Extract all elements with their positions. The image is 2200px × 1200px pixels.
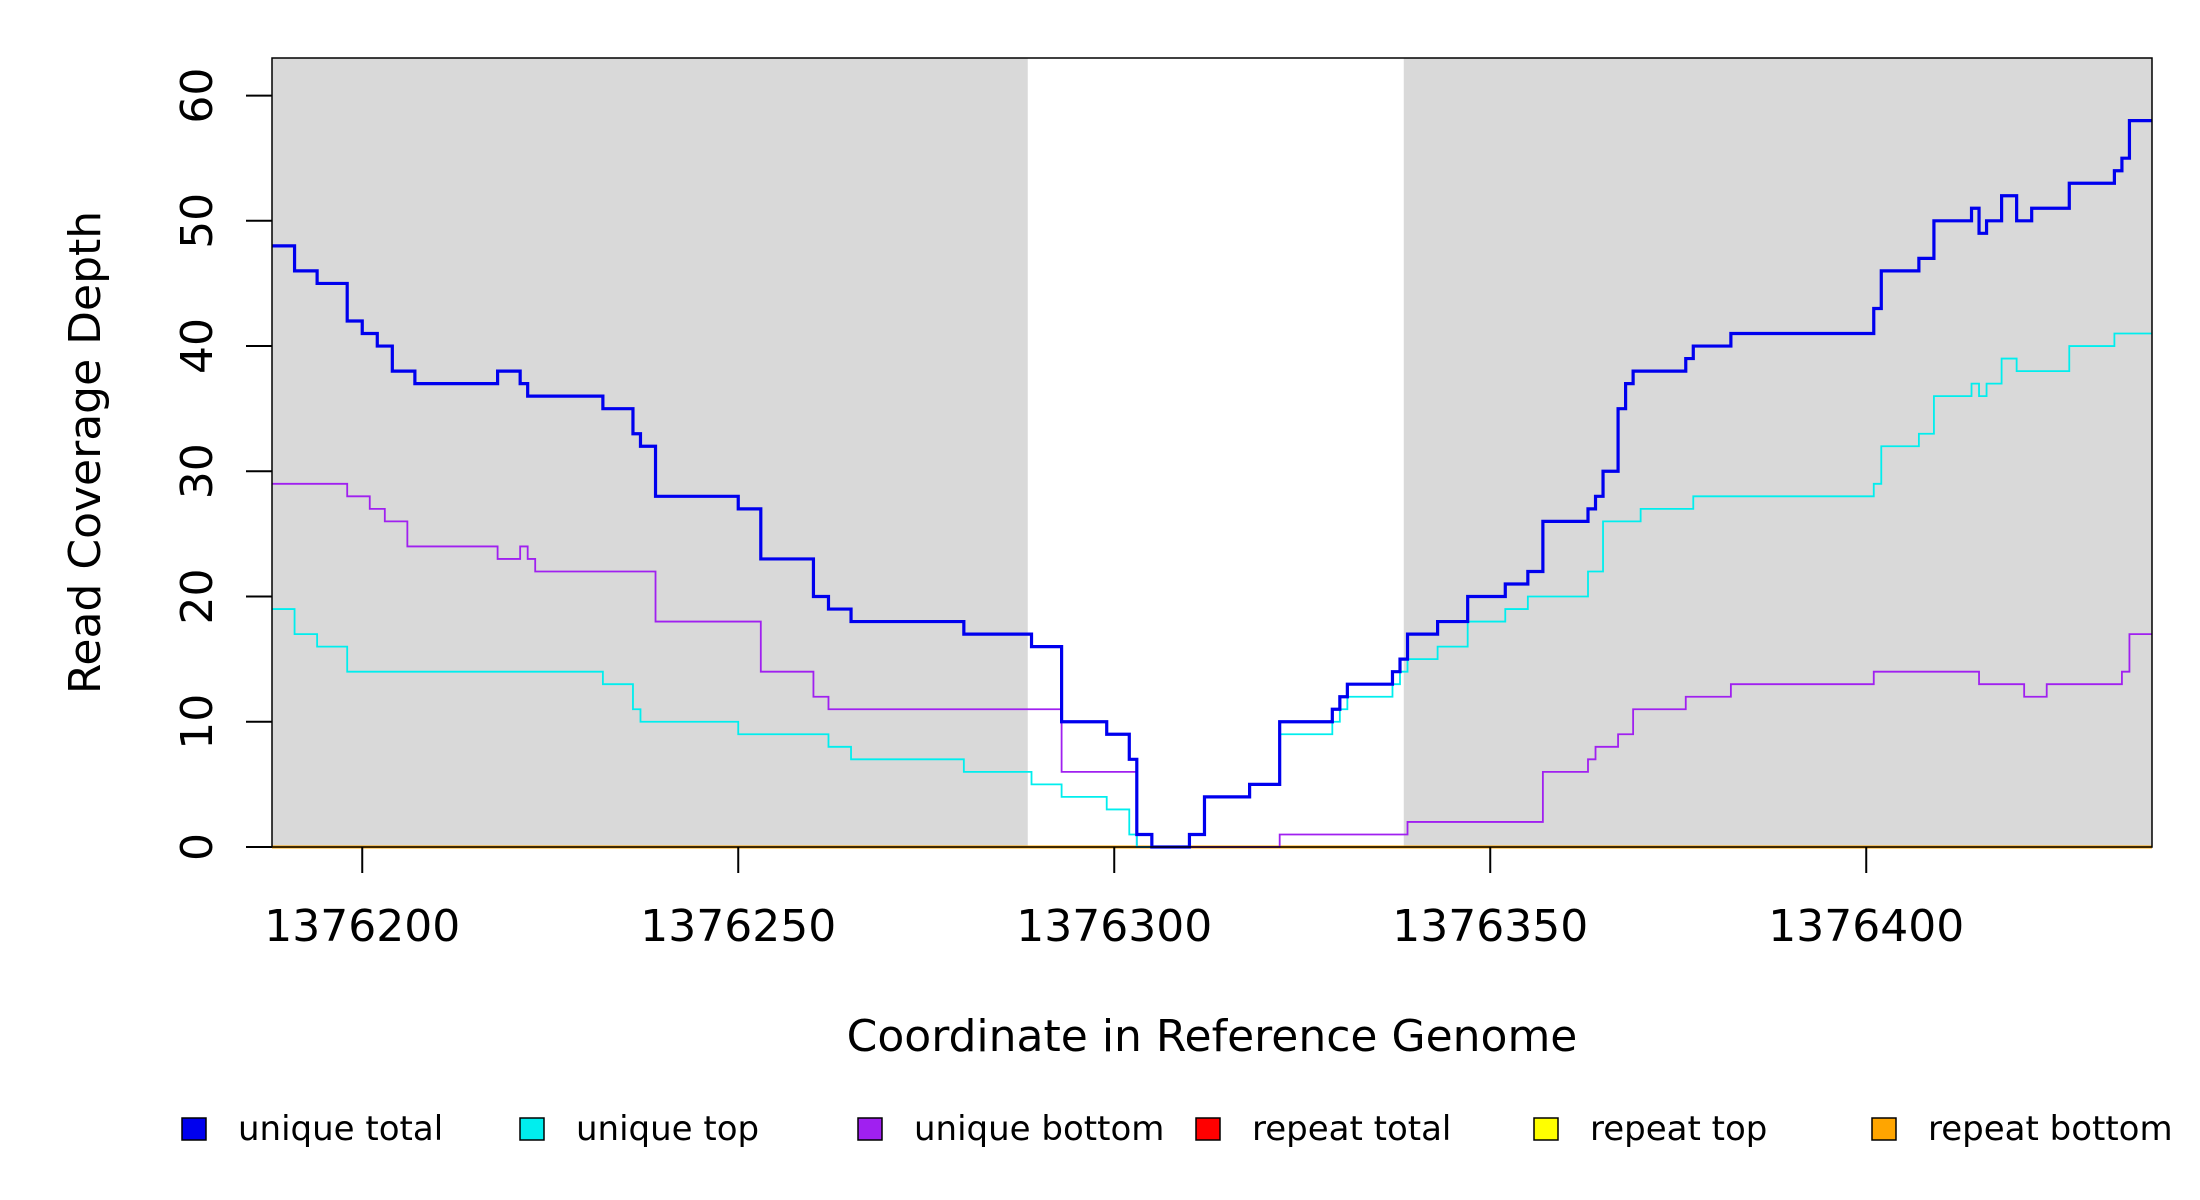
- y-tick-label: 50: [172, 193, 223, 249]
- legend-label: unique total: [238, 1109, 443, 1149]
- shaded-region-2: [1403, 58, 2152, 847]
- x-tick-label: 1376200: [264, 901, 460, 952]
- y-axis-title: Read Coverage Depth: [60, 211, 111, 694]
- legend-label: repeat top: [1590, 1109, 1767, 1149]
- legend-swatch: [1533, 1117, 1559, 1141]
- legend: unique total unique top unique bottom repea…: [181, 1109, 2173, 1149]
- x-tick-label: 1376300: [1016, 901, 1212, 952]
- x-tick-label: 1376250: [640, 901, 836, 952]
- legend-label: unique bottom: [914, 1109, 1164, 1149]
- legend-swatch: [1195, 1117, 1221, 1141]
- series-line-unique-bottom: [272, 482, 2152, 848]
- y-tick-label: 0: [172, 833, 223, 861]
- legend-swatch: [519, 1117, 545, 1141]
- legend-label: repeat bottom: [1928, 1109, 2173, 1149]
- legend-swatch: [1871, 1117, 1897, 1141]
- plot-frame: [271, 57, 2153, 848]
- x-tick-label: 1376350: [1392, 901, 1588, 952]
- x-axis-title: Coordinate in Reference Genome: [847, 1011, 1578, 1062]
- legend-label: repeat total: [1252, 1109, 1451, 1149]
- y-axis: 0 10 20 30 40 50 60: [172, 68, 272, 861]
- y-tick-label: 10: [172, 694, 223, 750]
- y-tick-label: 40: [172, 318, 223, 374]
- legend-label: unique top: [576, 1109, 759, 1149]
- y-tick-label: 60: [172, 68, 223, 124]
- series-line-unique-total: [272, 119, 2152, 849]
- shaded-regions: [272, 58, 2152, 847]
- x-tick-label: 1376400: [1768, 901, 1964, 952]
- legend-swatch: [181, 1117, 207, 1141]
- legend-swatch: [857, 1117, 883, 1141]
- y-tick-label: 20: [172, 569, 223, 625]
- y-tick-label: 30: [172, 443, 223, 499]
- shaded-region-1: [272, 58, 1028, 847]
- x-axis: 1376200 1376250 1376300 1376350 1376400: [264, 847, 1964, 952]
- series-line-unique-top: [272, 332, 2152, 848]
